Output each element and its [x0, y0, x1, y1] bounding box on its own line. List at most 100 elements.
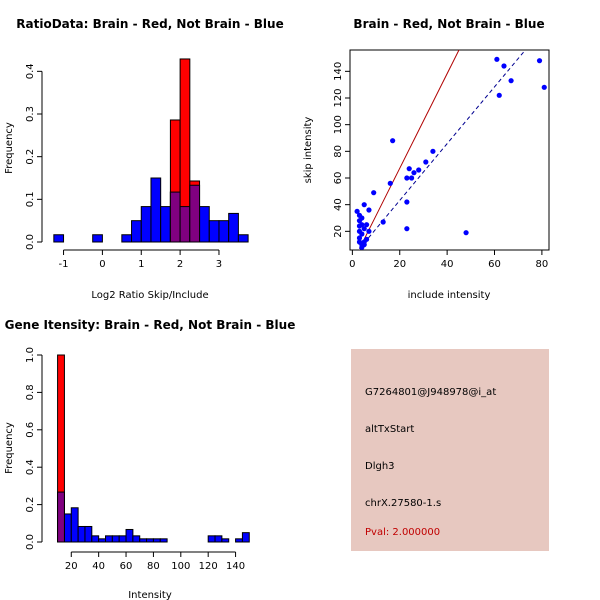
scatter-x-tick-label-4: 80	[536, 259, 549, 270]
gene-blue-bar-9	[118, 535, 127, 543]
gene-overlap-bar-0	[57, 491, 65, 543]
scatter-point-5	[356, 235, 363, 241]
ratio-x-tick-label-0: -1	[59, 259, 69, 270]
scatter-y-tick-label-5: 120	[333, 88, 344, 107]
scatter-point-25	[404, 199, 410, 205]
gene-x-tick-label-0: 20	[65, 561, 78, 572]
scatter-point-29	[411, 170, 417, 176]
scatter-point-26	[404, 175, 410, 181]
ratio-histogram-xlabel: Log2 Ratio Skip/Include	[91, 290, 208, 301]
intensity-scatter-panel: Brain - Red, Not Brain - Blue include in…	[303, 17, 550, 301]
scatter-y-tick-label-1: 40	[333, 198, 344, 211]
scatter-x-tick-label-2: 40	[441, 259, 454, 270]
scatter-x-tick-label-1: 20	[393, 259, 406, 270]
gene-blue-bar-2	[70, 507, 79, 543]
gene-blue-bar-8	[111, 535, 120, 543]
gene-histogram-bars	[57, 354, 250, 543]
scatter-y-tick-label-2: 60	[333, 172, 344, 185]
scatter-plot-box	[349, 49, 550, 251]
ratio-blue-bar-10	[199, 206, 210, 243]
scatter-point-30	[416, 167, 422, 173]
scatter-points	[354, 56, 547, 250]
ratio-overlap-bar-0	[169, 191, 181, 243]
gene-blue-bar-20	[241, 532, 250, 543]
gene-blue-bar-1	[63, 513, 72, 543]
gene-blue-bar-13	[146, 538, 154, 543]
info-panel: G7264801@J948978@i_at altTxStart Dlgh3 c…	[351, 349, 549, 551]
ratio-blue-bar-11	[208, 220, 220, 243]
ratio-blue-bar-0	[53, 234, 65, 243]
scatter-point-19	[366, 228, 372, 234]
scatter-point-22	[387, 180, 393, 186]
ratio-blue-bar-4	[140, 206, 152, 243]
ratio-blue-bar-6	[160, 206, 171, 243]
scatter-y-tick-label-3: 80	[333, 145, 344, 158]
scatter-point-18	[366, 207, 372, 213]
scatter-point-34	[494, 56, 500, 62]
gene-histogram-xlabel: Intensity	[128, 590, 172, 600]
ratio-x-tick-label-4: 3	[216, 259, 222, 270]
ratio-y-tick-label-1: 0.1	[25, 191, 36, 207]
scatter-fit-line-0	[359, 49, 460, 249]
scatter-point-15	[361, 242, 367, 248]
scatter-x-tick-label-0: 0	[349, 259, 355, 270]
scatter-point-17	[363, 236, 370, 242]
gene-x-tick-label-6: 140	[226, 561, 245, 572]
gene-blue-bar-18	[221, 538, 230, 543]
ratio-blue-bar-2	[121, 234, 133, 243]
scatter-xlabel: include intensity	[408, 290, 491, 301]
gene-blue-bar-10	[125, 528, 134, 543]
scatter-point-20	[371, 190, 377, 196]
scatter-fit-line-1	[359, 49, 526, 249]
ratio-overlap-bar-1	[179, 206, 191, 243]
ratio-y-tick-label-3: 0.3	[25, 106, 36, 122]
gene-blue-bar-15	[159, 538, 168, 543]
ratio-histogram-ylabel: Frequency	[4, 122, 15, 174]
scatter-point-28	[408, 175, 415, 181]
ratio-histogram-axes: -1 0 1 2 3 0.0 0.1 0.2 0.3 0.4	[25, 63, 222, 270]
gene-y-tick-label-4: 0.8	[25, 384, 36, 400]
scatter-y-tick-label-0: 20	[333, 225, 344, 238]
gene-blue-bar-12	[139, 538, 148, 543]
gene-blue-bar-6	[98, 538, 107, 543]
ratio-blue-bar-1	[92, 234, 103, 243]
gene-x-tick-label-5: 120	[199, 561, 218, 572]
ratio-blue-bar-12	[218, 220, 230, 243]
ratio-blue-bar-5	[150, 177, 162, 243]
ratio-y-tick-label-2: 0.2	[25, 149, 36, 165]
ratio-histogram-bars	[53, 58, 249, 243]
scatter-axes: 0 20 40 60 80 20 40 60 80 100 120 140	[333, 62, 548, 270]
scatter-point-39	[541, 84, 547, 90]
scatter-point-37	[508, 78, 514, 84]
gene-y-tick-label-2: 0.4	[25, 459, 36, 475]
ratio-y-tick-label-0: 0.0	[25, 234, 36, 250]
gene-y-tick-label-3: 0.6	[25, 422, 36, 438]
gene-x-tick-label-2: 60	[120, 561, 133, 572]
scatter-ylabel: skip intensity	[303, 117, 314, 184]
ratio-y-tick-label-4: 0.4	[25, 63, 36, 79]
scatter-point-24	[404, 226, 410, 232]
gene-intensity-histogram-panel: Gene Itensity: Brain - Red, Not Brain - …	[4, 318, 295, 600]
scatter-point-33	[463, 230, 469, 236]
gene-y-tick-label-5: 1.0	[25, 347, 36, 363]
gene-x-tick-label-3: 80	[147, 561, 160, 572]
gene-blue-bar-14	[152, 538, 161, 543]
pval-text: Pval: 2.000000	[365, 527, 441, 538]
scatter-point-36	[501, 63, 507, 69]
scatter-point-16	[363, 222, 370, 228]
scatter-point-32	[430, 148, 436, 154]
gene-histogram-ylabel: Frequency	[4, 422, 15, 474]
scatter-point-12	[361, 202, 367, 208]
scatter-point-27	[406, 166, 412, 172]
ratio-blue-bar-14	[237, 234, 249, 243]
gene-y-tick-label-1: 0.2	[25, 497, 36, 513]
scatter-point-31	[423, 159, 429, 165]
ratio-blue-bar-3	[131, 220, 142, 243]
scatter-point-35	[496, 92, 502, 98]
ratio-overlap-bar-2	[189, 184, 201, 243]
gene-blue-bar-5	[91, 535, 100, 543]
gene-blue-bar-11	[132, 535, 141, 543]
ratio-x-tick-label-3: 2	[177, 259, 183, 270]
ratio-histogram-title: RatioData: Brain - Red, Not Brain - Blue	[16, 17, 283, 31]
